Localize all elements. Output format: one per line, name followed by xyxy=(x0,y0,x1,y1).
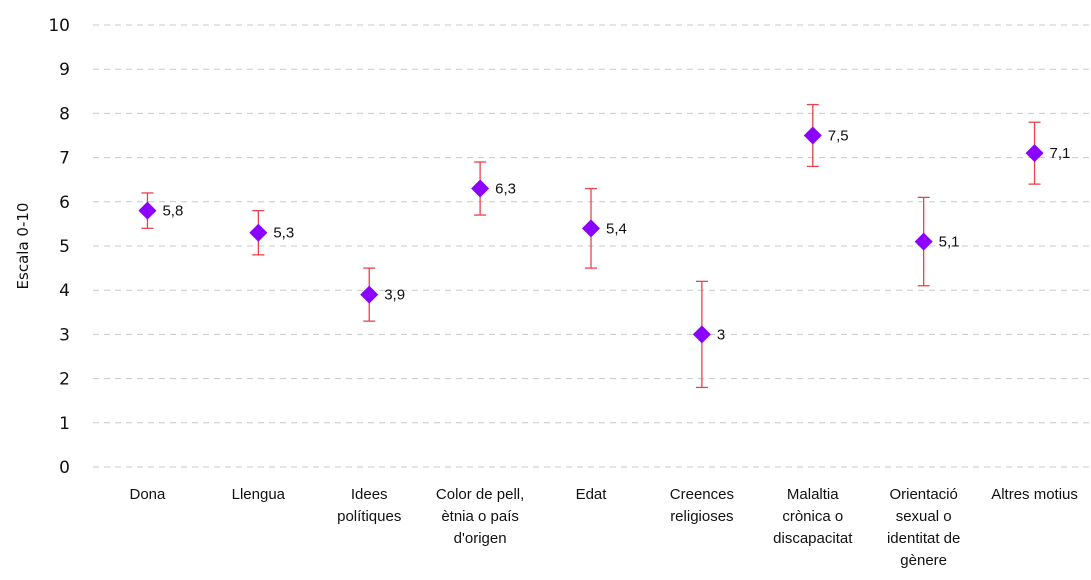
y-tick-label: 8 xyxy=(59,104,70,124)
y-tick-label: 1 xyxy=(59,414,70,434)
data-label: 5,3 xyxy=(273,225,294,242)
data-labels: 5,8 5,3 3,9 6,3 5,4 3 7,5 5,1 7,1 xyxy=(162,128,1070,344)
data-point xyxy=(360,285,379,304)
x-tick-label: Altres motius xyxy=(991,486,1078,503)
x-tick-label-line: gènere xyxy=(900,552,947,569)
data-label: 5,1 xyxy=(939,234,960,251)
data-label: 5,8 xyxy=(162,203,183,220)
data-points xyxy=(138,126,1044,344)
x-tick-label-line: Malaltia xyxy=(787,486,839,503)
data-label: 3 xyxy=(717,326,725,343)
x-tick-label: Color de pell, ètnia o país d'origen xyxy=(436,486,524,547)
data-point xyxy=(1025,144,1044,163)
x-tick-label-line: Creences xyxy=(670,486,734,503)
x-tick-label: Creences religioses xyxy=(670,486,734,525)
data-point xyxy=(249,223,268,242)
x-tick-label-line: Color de pell, xyxy=(436,486,524,503)
y-tick-label: 0 xyxy=(59,458,70,478)
data-label: 5,4 xyxy=(606,220,627,237)
x-tick-label: Dona xyxy=(130,486,167,503)
x-tick-label-line: d'origen xyxy=(454,530,507,547)
x-tick-label-line: Llengua xyxy=(232,486,286,503)
x-tick-label-line: crònica o xyxy=(782,508,843,525)
data-point xyxy=(803,126,822,145)
y-tick-label: 7 xyxy=(59,149,70,169)
x-tick-label-line: sexual o xyxy=(896,508,952,525)
x-tick-label-line: Edat xyxy=(576,486,608,503)
y-tick-label: 6 xyxy=(59,193,70,213)
x-axis-ticks: Dona Llengua Idees polítiques Color de pell,… xyxy=(130,486,1078,569)
y-tick-label: 10 xyxy=(48,16,70,36)
x-tick-label-line: discapacitat xyxy=(773,530,853,547)
data-point xyxy=(471,179,490,198)
x-tick-label-line: ètnia o país xyxy=(441,508,519,525)
y-tick-label: 4 xyxy=(59,281,70,301)
x-tick-label: Malaltia crònica o discapacitat xyxy=(773,486,853,547)
y-tick-label: 2 xyxy=(59,370,70,390)
error-bars xyxy=(141,103,1041,389)
gridlines xyxy=(93,24,1091,468)
x-tick-label-line: Orientació xyxy=(889,486,957,503)
y-tick-label: 5 xyxy=(59,237,70,257)
x-tick-label-line: identitat de xyxy=(887,530,960,547)
data-label: 6,3 xyxy=(495,181,516,198)
x-tick-label: Orientació sexual o identitat de gènere xyxy=(887,486,960,569)
data-label: 7,5 xyxy=(828,128,849,145)
data-point xyxy=(138,201,157,220)
y-axis-title: Escala 0-10 xyxy=(14,203,32,290)
y-tick-label: 3 xyxy=(59,325,70,345)
y-tick-label: 9 xyxy=(59,60,70,80)
x-tick-label: Edat xyxy=(576,486,608,503)
x-tick-label-line: polítiques xyxy=(337,508,401,525)
data-label: 3,9 xyxy=(384,287,405,304)
data-point xyxy=(914,232,933,251)
x-tick-label: Idees polítiques xyxy=(337,486,401,525)
x-tick-label-line: Idees xyxy=(351,486,388,503)
data-point xyxy=(582,219,600,238)
x-tick-label: Llengua xyxy=(232,486,286,503)
x-tick-label-line: religioses xyxy=(670,508,733,525)
x-tick-label-line: Altres motius xyxy=(991,486,1078,503)
y-axis-ticks: 0 1 2 3 4 5 6 7 8 9 10 xyxy=(48,16,70,478)
x-tick-label-line: Dona xyxy=(130,486,167,503)
data-point xyxy=(692,325,711,344)
data-label: 7,1 xyxy=(1050,145,1071,162)
